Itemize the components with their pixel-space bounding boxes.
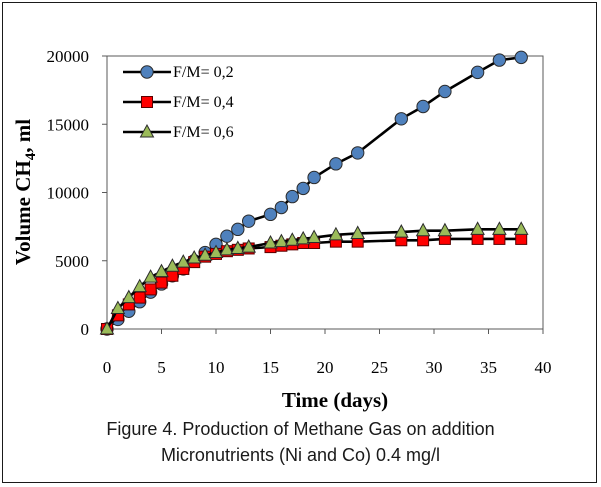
y-tick-label: 0 [81, 320, 90, 339]
data-point [165, 258, 180, 272]
x-tick-label: 20 [317, 358, 334, 377]
data-point [351, 146, 365, 160]
data-point [328, 226, 344, 241]
y-tick-label: 15000 [47, 115, 90, 134]
legend-label: F/M= 0,6 [173, 124, 234, 141]
y-axis-title-main: Volume CH [11, 160, 35, 265]
data-point [133, 291, 146, 304]
data-point [350, 225, 366, 239]
x-tick-label: 10 [208, 358, 225, 377]
data-point [231, 222, 245, 237]
data-point [329, 157, 343, 171]
y-tick-label: 10000 [47, 184, 90, 203]
legend-entry-2: F/M= 0,4 [123, 94, 234, 111]
data-point [415, 222, 431, 237]
x-tick-label: 5 [157, 358, 166, 377]
data-point [471, 232, 484, 245]
data-point [493, 232, 506, 245]
series-2 [101, 232, 528, 335]
data-point [492, 53, 507, 67]
data-point [154, 263, 169, 278]
x-tick-label: 40 [535, 358, 552, 377]
legend: F/M= 0,2 F/M= 0,4 F/M= 0,6 [123, 64, 234, 141]
data-point [99, 320, 115, 335]
data-point [393, 224, 409, 238]
data-point [514, 50, 528, 65]
legend-marker [139, 123, 155, 138]
figure-caption-line-1: Figure 4. Production of Methane Gas on a… [106, 419, 495, 439]
data-point [143, 269, 158, 283]
data-point [208, 244, 224, 259]
series-3 [99, 221, 529, 335]
x-axis-title: Time (days) [282, 388, 388, 412]
data-point [230, 240, 246, 254]
data-point [274, 200, 289, 215]
chart-axes [102, 55, 544, 334]
data-point [121, 289, 137, 304]
y-axis-title-subscript: 4 [23, 152, 39, 160]
data-point [175, 254, 191, 268]
data-point [166, 269, 179, 282]
y-tick-label: 5000 [55, 252, 89, 271]
legend-marker [141, 96, 153, 108]
legend-entry-3: F/M= 0,6 [123, 123, 234, 141]
data-point [284, 232, 300, 246]
data-point [394, 112, 408, 126]
data-point [307, 170, 321, 185]
data-point [437, 222, 453, 237]
figure-caption-line-2: Micronutrients (Ni and Co) 0.4 mg/l [160, 445, 441, 465]
legend-label: F/M= 0,2 [173, 64, 234, 81]
methane-chart: 0 5 10 15 20 25 30 35 40 0 5000 10000 15000 20000 F/M… [11, 47, 552, 412]
data-point [416, 99, 430, 114]
y-axis-title: Volume CH4, ml [11, 119, 39, 265]
data-point [274, 233, 289, 248]
data-point [417, 234, 430, 247]
data-point [285, 189, 299, 204]
data-point [219, 241, 235, 256]
series-line [105, 237, 522, 330]
data-point [513, 221, 529, 235]
data-point [186, 249, 202, 264]
x-tick-label: 0 [103, 358, 112, 377]
series-1 [100, 50, 528, 336]
y-tick-label: 20000 [47, 47, 90, 66]
data-point [470, 221, 485, 235]
data-point [515, 232, 528, 245]
data-point [132, 278, 148, 293]
data-point [263, 234, 278, 249]
data-point [492, 221, 507, 235]
data-point [263, 207, 278, 222]
x-tick-label: 25 [371, 358, 388, 377]
series-line [106, 56, 522, 330]
legend-marker [140, 65, 154, 79]
legend-entry-1: F/M= 0,2 [123, 64, 234, 81]
data-point [295, 230, 311, 245]
series-group [99, 50, 529, 336]
data-point [197, 247, 213, 261]
data-point [144, 283, 157, 296]
data-point [296, 181, 310, 196]
y-axis-title-tail: , ml [11, 119, 35, 153]
data-point [241, 239, 257, 253]
x-tick-label: 30 [426, 358, 443, 377]
tick-labels: 0 5 10 15 20 25 30 35 40 0 5000 10000 15000 20000 [47, 47, 552, 377]
x-tick-label: 35 [480, 358, 497, 377]
data-point [306, 229, 322, 244]
data-point [242, 214, 256, 228]
legend-label: F/M= 0,4 [173, 94, 234, 111]
data-point [470, 65, 485, 80]
x-tick-label: 15 [262, 358, 279, 377]
data-point [220, 229, 234, 243]
data-point [110, 300, 126, 315]
data-point [438, 84, 452, 99]
